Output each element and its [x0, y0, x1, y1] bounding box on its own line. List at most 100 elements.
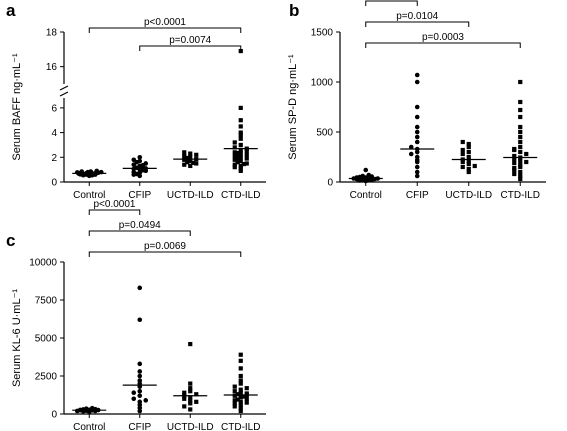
category-label: CTD-ILD	[501, 190, 540, 201]
data-point-uctd-ild	[188, 389, 193, 394]
data-point-uctd-ild	[182, 150, 187, 155]
data-point-ctd-ild	[238, 163, 243, 169]
y-tick-label: 1000	[311, 78, 334, 89]
data-point-uctd-ild	[188, 151, 193, 156]
category-label: CTD-ILD	[221, 422, 260, 431]
data-point-ctd-ild	[238, 166, 243, 171]
y-tick-label: 4	[51, 128, 57, 139]
p-value-label: p<0.0001	[94, 199, 136, 210]
data-point-cfip	[414, 114, 420, 120]
category-label: CFIP	[128, 190, 151, 201]
data-point-ctd-ild	[232, 165, 237, 170]
y-tick-label: 7500	[35, 296, 58, 307]
data-point-ctd-ild	[238, 381, 243, 386]
data-point-cfip	[140, 163, 146, 168]
data-point-cfip	[414, 173, 420, 179]
data-point-uctd-ild	[188, 341, 193, 347]
data-point-ctd-ild	[518, 176, 523, 182]
data-point-uctd-ild	[188, 386, 193, 391]
data-point-uctd-ild	[460, 139, 465, 145]
significance-bracket	[88, 251, 242, 257]
data-point-ctd-ild	[512, 165, 517, 171]
data-point-cfip	[137, 399, 143, 405]
data-point-cfip	[137, 373, 143, 379]
data-point-uctd-ild	[182, 157, 187, 162]
data-point-ctd-ild	[241, 394, 246, 399]
data-point-ctd-ild	[238, 124, 243, 129]
data-point-uctd-ild	[466, 166, 471, 172]
data-point-ctd-ild	[512, 160, 517, 166]
data-point-uctd-ild	[185, 160, 190, 165]
data-point-ctd-ild	[518, 173, 523, 179]
data-point-uctd-ild	[194, 392, 199, 397]
category-label: Control	[73, 422, 105, 431]
panel-letter: b	[289, 1, 299, 20]
data-point-ctd-ild	[238, 405, 243, 411]
data-point-ctd-ild	[238, 395, 243, 400]
data-point-ctd-ild	[518, 169, 523, 175]
data-point-ctd-ild	[238, 168, 243, 173]
axis-break-mark	[59, 85, 69, 91]
data-point-ctd-ild	[518, 99, 523, 105]
data-point-control	[360, 173, 366, 179]
data-point-ctd-ild	[232, 404, 237, 409]
data-point-cfip	[140, 167, 146, 173]
data-point-cfip	[408, 144, 414, 150]
data-point-ctd-ild	[232, 384, 237, 389]
data-point-ctd-ild	[244, 400, 249, 405]
data-point-ctd-ild	[524, 159, 529, 165]
data-point-cfip	[408, 151, 414, 157]
data-point-uctd-ild	[182, 396, 187, 401]
data-point-cfip	[414, 124, 420, 130]
data-point-ctd-ild	[512, 153, 517, 159]
data-point-cfip	[137, 388, 143, 394]
data-point-ctd-ild	[241, 161, 246, 167]
data-point-uctd-ild	[188, 155, 193, 160]
data-point-ctd-ild	[238, 151, 243, 156]
data-point-ctd-ild	[238, 408, 243, 414]
y-tick-label: 0	[51, 178, 57, 189]
significance-bracket	[365, 21, 470, 27]
significance-bracket	[365, 0, 418, 6]
y-tick-label: 0	[327, 178, 333, 189]
y-tick-label: 500	[316, 128, 333, 139]
data-point-ctd-ild	[244, 161, 249, 166]
data-point-control	[366, 172, 372, 178]
data-point-ctd-ild	[235, 154, 240, 159]
data-point-ctd-ild	[238, 48, 243, 54]
data-point-cfip	[134, 171, 140, 177]
category-label: Control	[73, 190, 105, 201]
data-point-cfip	[131, 390, 137, 396]
data-point-ctd-ild	[238, 373, 243, 379]
data-point-ctd-ild	[518, 107, 523, 113]
data-point-cfip	[137, 361, 143, 367]
data-point-uctd-ild	[185, 155, 190, 161]
data-point-cfip	[137, 378, 143, 383]
data-point-ctd-ild	[232, 401, 237, 406]
data-point-ctd-ild	[238, 158, 243, 164]
data-point-ctd-ild	[232, 140, 237, 145]
data-point-cfip	[143, 398, 149, 403]
data-point-ctd-ild	[512, 146, 517, 152]
data-point-ctd-ild	[232, 398, 237, 403]
data-point-cfip	[137, 317, 143, 323]
data-point-cfip	[414, 139, 420, 145]
data-point-ctd-ild	[238, 132, 243, 138]
data-point-ctd-ild	[232, 150, 237, 155]
data-point-ctd-ild	[235, 150, 240, 156]
data-point-uctd-ild	[460, 159, 465, 165]
data-point-ctd-ild	[518, 129, 523, 135]
data-point-ctd-ild	[238, 387, 243, 392]
y-axis-label: Serum BAFF ng·mL⁻¹	[11, 53, 23, 161]
data-point-uctd-ild	[188, 163, 193, 169]
data-point-ctd-ild	[518, 149, 523, 155]
data-point-ctd-ild	[244, 391, 249, 396]
data-point-cfip	[414, 164, 420, 170]
y-tick-label: 5000	[35, 334, 58, 345]
y-tick-label: 6	[51, 103, 57, 114]
data-point-ctd-ild	[238, 142, 243, 148]
data-point-uctd-ild	[182, 162, 187, 167]
category-label: CTD-ILD	[221, 190, 260, 201]
data-point-uctd-ild	[460, 151, 465, 157]
y-tick-label: 18	[46, 28, 58, 39]
